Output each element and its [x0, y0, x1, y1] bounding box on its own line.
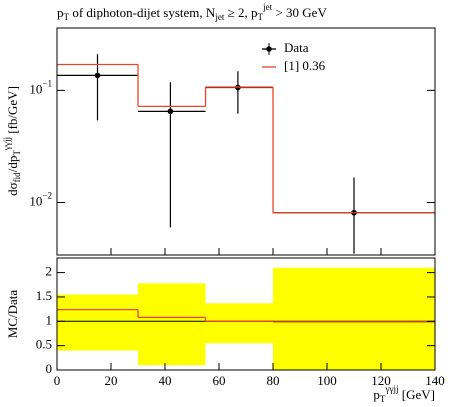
x-tick-label: 100: [317, 373, 337, 388]
y-tick-label: 0.5: [36, 337, 52, 352]
legend-label: Data: [284, 40, 309, 55]
chart-title: pT of diphoton-dijet system, Njet ≥ 2, p…: [57, 2, 327, 22]
y-tick-label: 0: [46, 361, 53, 376]
x-tick-label: 140: [425, 373, 445, 388]
x-tick-label: 40: [159, 373, 172, 388]
x-tick-label: 120: [371, 373, 391, 388]
uncertainty-band: [57, 294, 138, 351]
x-tick-label: 20: [105, 373, 118, 388]
x-tick-label: 0: [54, 373, 61, 388]
data-point: [167, 108, 174, 115]
y-tick-label: 10−1: [29, 78, 52, 96]
y-axis-label: dσfid/dpTγγjj [fb/GeV]: [2, 86, 22, 196]
ratio-frame: [56, 257, 436, 371]
uncertainty-band: [205, 303, 273, 344]
y-tick-label: 1.5: [36, 288, 52, 303]
y-tick-label: 10−2: [29, 191, 52, 209]
x-axis-label: pTγγjj [GeV]: [373, 384, 435, 404]
plot-frame: [56, 27, 436, 256]
data-point: [94, 72, 101, 79]
y-tick-label: 2: [46, 264, 53, 279]
legend-label: [1] 0.36: [284, 58, 326, 73]
uncertainty-band: [138, 283, 206, 366]
x-tick-label: 60: [213, 373, 226, 388]
x-tick-label: 80: [267, 373, 280, 388]
ratio-y-axis-label: MC/Data: [5, 290, 20, 339]
uncertainty-band: [273, 267, 435, 370]
y-tick-label: 1: [46, 312, 53, 327]
